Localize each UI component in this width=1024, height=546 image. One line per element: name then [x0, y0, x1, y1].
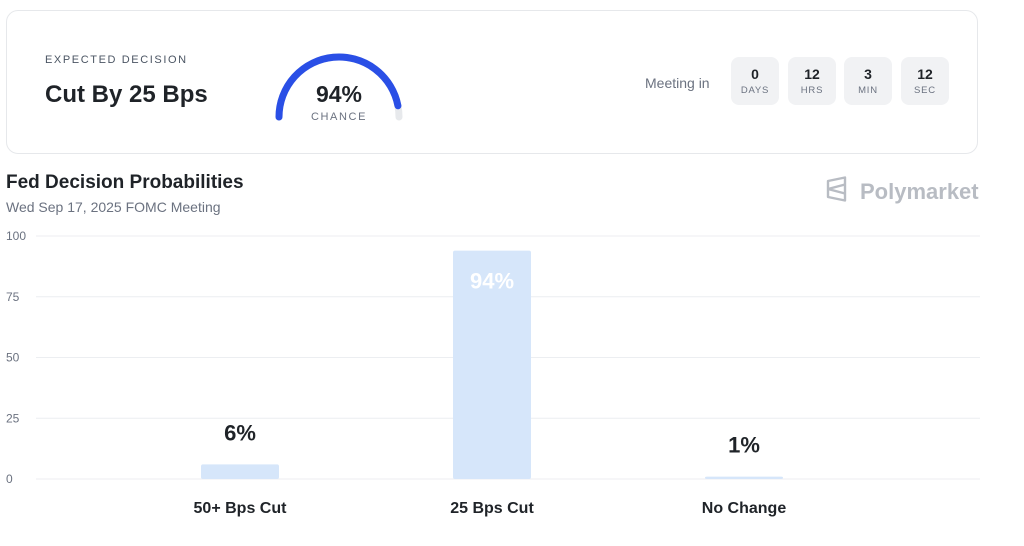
- brand-name: Polymarket: [860, 178, 979, 204]
- countdown-minutes-value: 3: [864, 66, 872, 82]
- x-tick-label: 50+ Bps Cut: [194, 500, 288, 517]
- bar: [201, 464, 279, 479]
- chart-title: Fed Decision Probabilities: [6, 172, 244, 193]
- countdown-days-value: 0: [751, 66, 759, 82]
- gauge-fill: [275, 53, 402, 121]
- countdown-days: 0 DAYS: [731, 57, 779, 105]
- expected-decision-label: EXPECTED DECISION: [45, 54, 188, 66]
- bar: [453, 250, 531, 479]
- data-label: 94%: [470, 269, 514, 294]
- expected-decision-card: EXPECTED DECISION Cut By 25 Bps 94% CHAN…: [6, 10, 978, 154]
- expected-decision-value: Cut By 25 Bps: [45, 81, 208, 108]
- polymarket-brand[interactable]: Polymarket: [824, 176, 979, 207]
- chance-percent: 94%: [315, 81, 363, 107]
- countdown-hours: 12 HRS: [788, 57, 836, 105]
- gauge-arc: [275, 53, 403, 121]
- countdown-hours-value: 12: [804, 66, 820, 82]
- y-tick-label: 75: [6, 290, 20, 304]
- countdown-minutes: 3 MIN: [844, 57, 892, 105]
- y-tick-label: 100: [6, 229, 26, 243]
- chance-gauge: 94% CHANCE: [271, 39, 407, 129]
- countdown-seconds: 12 SEC: [901, 57, 949, 105]
- countdown-seconds-unit: SEC: [914, 85, 936, 96]
- data-label: 1%: [728, 433, 760, 458]
- meeting-in-label: Meeting in: [645, 75, 710, 91]
- y-tick-label: 50: [6, 351, 20, 365]
- y-tick-label: 0: [6, 472, 13, 486]
- countdown-hours-unit: HRS: [800, 85, 824, 96]
- polymarket-logo-icon: [824, 176, 850, 207]
- countdown-days-unit: DAYS: [740, 85, 770, 96]
- chance-label: CHANCE: [310, 111, 368, 123]
- data-label: 6%: [224, 420, 256, 445]
- x-tick-label: No Change: [702, 500, 787, 517]
- countdown-minutes-unit: MIN: [858, 85, 878, 96]
- x-tick-label: 25 Bps Cut: [450, 500, 534, 517]
- y-tick-label: 25: [6, 411, 20, 425]
- bar: [705, 476, 783, 479]
- chart-subtitle: Wed Sep 17, 2025 FOMC Meeting: [6, 199, 221, 215]
- countdown-seconds-value: 12: [917, 66, 933, 82]
